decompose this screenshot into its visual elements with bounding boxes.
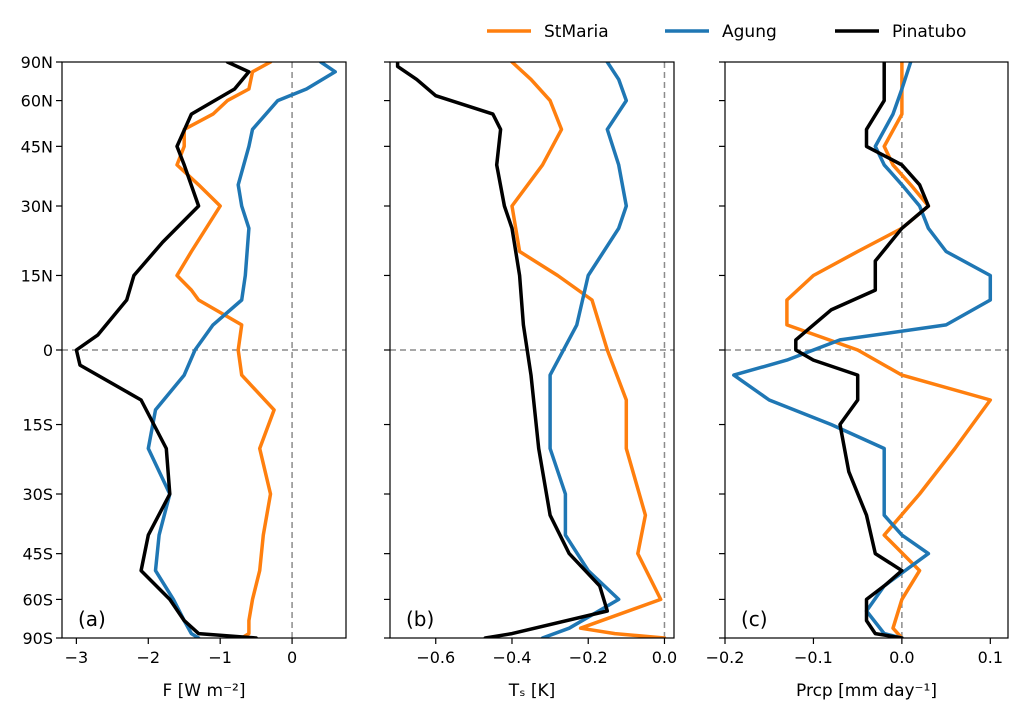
series-line-agung [732,62,993,638]
legend-label: StMaria [544,22,609,42]
series-group [732,62,993,638]
legend-entry-pinatubo: Pinatubo [835,22,966,42]
x-tick-label: 0 [287,648,297,667]
x-tick-label: −0.2 [706,648,745,667]
y-tick-label: 90S [22,629,53,648]
series-line-pinatubo [74,62,258,638]
panel-a: 90N 60N 45N 30N 15N 0 15S 30S 45S 60S 90S −3 −2 −1 0 F … [21,53,347,701]
y-tick-label: 45S [22,545,53,564]
y-tick-label: 60N [21,92,53,111]
x-axis-label: Tₛ [K] [508,681,556,701]
series-line-stmaria [175,62,276,638]
y-tick-label: 30S [22,485,53,504]
x-tick-label: −3 [65,648,89,667]
x-tick-label: −2 [136,648,160,667]
series-line-pinatubo [395,62,610,638]
panels: 90N 60N 45N 30N 15N 0 15S 30S 45S 60S 90S −3 −2 −1 0 F … [21,53,1009,701]
panel-b: −0.6 −0.4 −0.2 0.0 Tₛ [K] (b) [384,61,677,701]
series-line-agung [146,62,337,638]
legend-entry-agung: Agung [665,22,777,42]
legend-entry-stmaria: StMaria [487,22,609,42]
series-group [74,62,337,638]
x-axis-label: F [W m⁻²] [162,681,245,701]
x-tick-label: −0.4 [493,648,532,667]
x-tick-label: −0.2 [569,648,608,667]
x-tick-label: −0.6 [416,648,455,667]
y-tick-label: 0 [43,341,53,360]
panel-c: −0.2 −0.1 0.0 0.1 Prcp [mm day⁻¹] (c) [706,61,1009,701]
series-line-stmaria [785,62,993,638]
series-line-stmaria [510,62,667,638]
y-tick-label: 15S [22,416,53,435]
x-tick-label: 0.0 [652,648,677,667]
y-tick-label: 30N [21,197,53,216]
legend: StMaria Agung Pinatubo [487,22,966,42]
panel-letter: (a) [78,607,106,631]
legend-label: Agung [722,22,777,42]
x-axis-label: Prcp [mm day⁻¹] [796,681,937,701]
panel-letter: (b) [406,607,434,631]
x-tick-label: −0.1 [794,648,833,667]
x-tick-label: 0.1 [978,648,1003,667]
series-group [395,62,667,638]
y-tick-label: 60S [22,590,53,609]
x-tick-label: 0.0 [889,648,914,667]
y-tick-label: 90N [21,53,53,72]
legend-label: Pinatubo [892,22,966,42]
series-line-agung [540,62,629,638]
series-line-pinatubo [794,62,931,638]
x-tick-label: −1 [208,648,232,667]
y-tick-label: 45N [21,137,53,156]
y-tick-label: 15N [21,266,53,285]
panel-letter: (c) [741,607,768,631]
